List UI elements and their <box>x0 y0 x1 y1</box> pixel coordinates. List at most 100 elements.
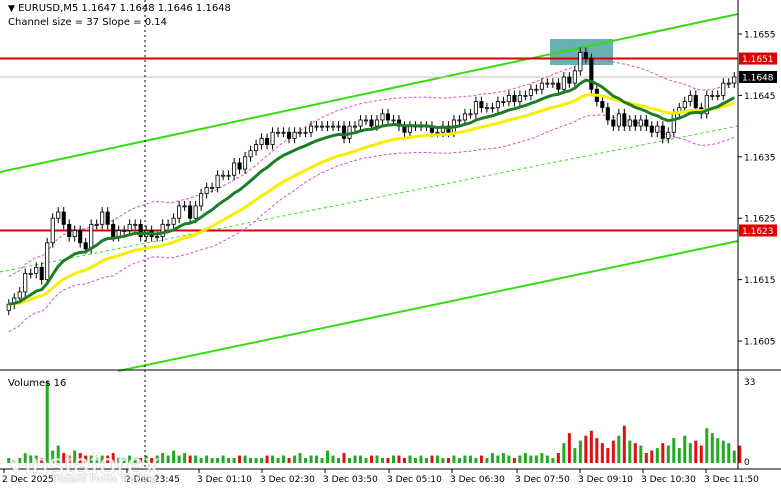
volume-zero-label: 0 <box>744 458 750 468</box>
candle-body <box>671 113 676 133</box>
candle-body <box>319 125 325 128</box>
time-tick-label: 3 Dec 11:50 <box>704 475 759 485</box>
watermark-tagline: Instant Forex Trading <box>52 474 158 485</box>
candle-body <box>567 76 572 84</box>
channel-middle-line <box>0 125 739 273</box>
candle-body <box>23 273 28 293</box>
candle-body <box>133 223 138 226</box>
candle-body <box>616 113 621 127</box>
candle-body <box>67 223 72 238</box>
candle-body <box>726 82 731 85</box>
ma-fast-line <box>8 78 736 306</box>
candle-body <box>72 230 77 238</box>
candle-body <box>122 230 127 232</box>
time-tick-label: 3 Dec 07:50 <box>515 475 570 485</box>
candle-body <box>561 76 566 90</box>
candle-body <box>589 58 594 90</box>
symbol-info: ▼ EURUSD,M5 1.1647 1.1648 1.1646 1.1648 <box>8 3 231 14</box>
candle-body <box>545 82 550 85</box>
candle-body <box>534 88 539 91</box>
candle-body <box>193 205 198 219</box>
candle-body <box>649 125 654 133</box>
candle-body <box>583 52 588 59</box>
candle-body <box>94 223 99 226</box>
time-tick-label: 3 Dec 05:10 <box>387 475 442 485</box>
envelope-upper-line <box>8 59 735 277</box>
candle-body <box>56 211 61 219</box>
candle-body <box>89 223 94 250</box>
candle-body <box>111 223 116 238</box>
candle-body <box>660 125 665 139</box>
candle-body <box>210 187 215 189</box>
price-pane <box>0 13 739 372</box>
candle-body <box>468 113 473 116</box>
candle-body <box>490 107 495 110</box>
volume-pane <box>7 381 742 463</box>
candle-body <box>45 242 50 280</box>
candle-body <box>517 95 522 102</box>
time-tick-label: 2 Dec 23:45 <box>125 475 180 485</box>
candle-body <box>39 266 44 281</box>
candle-body <box>177 205 182 219</box>
time-tick-label: 3 Dec 02:30 <box>260 475 315 485</box>
volume-max-label: 33 <box>744 378 755 388</box>
candle-body <box>710 95 715 97</box>
candle-body <box>127 223 132 231</box>
price-tick-label: 1.1605 <box>744 338 776 348</box>
candle-body <box>171 217 176 225</box>
level-price-tag <box>739 224 777 237</box>
candle-body <box>166 223 171 226</box>
channel-info: Channel size = 37 Slope = 0.14 <box>8 17 168 28</box>
time-tick-label: 3 Dec 03:50 <box>323 475 378 485</box>
candle-body <box>512 95 517 102</box>
candle-body <box>721 82 726 96</box>
candle-body <box>50 217 55 244</box>
candle-body <box>100 211 105 225</box>
candle-body <box>182 205 187 208</box>
level-price-label: 1.1651 <box>742 55 774 65</box>
candle-body <box>611 119 616 127</box>
watermark-brand: instaforex <box>24 448 160 481</box>
candle-body <box>199 193 204 207</box>
candle-body <box>314 125 319 128</box>
candle-body <box>715 95 720 97</box>
candle-body <box>34 266 39 274</box>
time-tick-label: 3 Dec 10:30 <box>641 475 696 485</box>
level-price-tag <box>739 52 777 65</box>
candle-body <box>61 211 66 225</box>
candle-body <box>704 95 709 115</box>
candle-body <box>270 131 275 145</box>
candle-body <box>138 223 143 238</box>
candle-body <box>352 125 358 128</box>
candle-body <box>622 113 627 127</box>
current-price-label: 1.1648 <box>742 73 774 83</box>
candle-body <box>627 119 632 127</box>
symbol-line: EURUSD,M5 1.1647 1.1648 1.1646 1.1648 <box>18 3 231 14</box>
candle-body <box>572 70 577 84</box>
time-tick-label: 2 Dec 2025 <box>2 475 54 485</box>
candle-body <box>484 107 489 110</box>
candle-body <box>363 119 369 122</box>
candle-body <box>682 101 687 109</box>
candle-body <box>17 291 22 299</box>
candle-body <box>633 119 638 127</box>
candle-body <box>380 113 385 121</box>
candle-body <box>78 230 83 244</box>
candle-body <box>523 95 528 97</box>
candle-body <box>638 119 643 127</box>
candle-body <box>539 82 544 90</box>
candle-body <box>556 82 561 90</box>
candle-body <box>666 131 671 139</box>
candle-body <box>435 131 440 134</box>
candle-body <box>28 273 33 275</box>
candle-body <box>578 52 583 72</box>
ma-slow-line <box>8 93 735 306</box>
channel-upper-line <box>0 13 739 173</box>
candle-body <box>479 101 484 109</box>
dropdown-triangle-icon[interactable]: ▼ <box>8 4 15 14</box>
candle-body <box>259 137 264 145</box>
watermark-logo-icon: ◖ <box>6 448 25 481</box>
